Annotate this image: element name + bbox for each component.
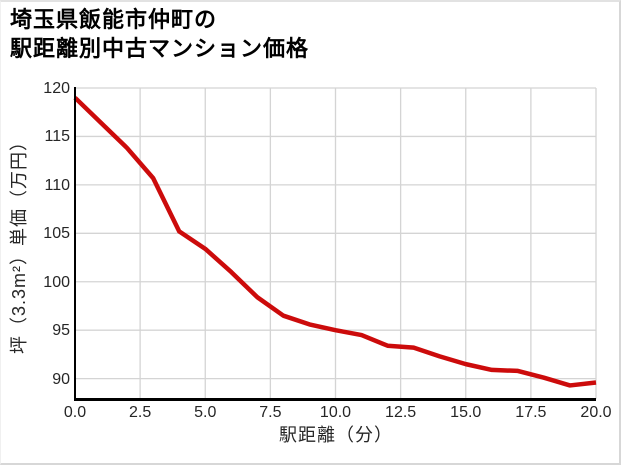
gridlines <box>74 87 597 399</box>
axis-spines <box>74 87 596 401</box>
x-axis-label: 駅距離（分） <box>279 425 393 445</box>
x-tick-label: 10.0 <box>319 404 352 421</box>
price-line <box>73 96 597 388</box>
x-tick-label: 17.5 <box>515 404 547 421</box>
price-line-series <box>73 96 597 388</box>
x-tick-label: 20.0 <box>580 404 612 421</box>
x-tick-label: 15.0 <box>450 404 482 421</box>
x-tick-label: 12.5 <box>385 404 417 421</box>
y-tick-label: 110 <box>44 176 70 194</box>
chart-title: 埼玉県飯能市仲町の 駅距離別中古マンション価格 <box>10 5 309 63</box>
x-tick-label: 7.5 <box>259 404 282 421</box>
x-tick-label: 5.0 <box>194 404 217 421</box>
y-tick-label: 90 <box>52 370 70 388</box>
y-axis-label: 坪（3.3m²）単価（万円） <box>9 131 29 355</box>
x-tick-label: 2.5 <box>129 404 152 421</box>
chart-title-line-2: 駅距離別中古マンション価格 <box>10 36 310 61</box>
chart-title-line-1: 埼玉県飯能市仲町の <box>10 7 218 32</box>
x-tick-label: 0.0 <box>63 404 87 421</box>
y-tick-label: 115 <box>44 128 70 146</box>
y-tick-label: 105 <box>43 225 70 243</box>
y-tick-label: 100 <box>43 273 70 291</box>
y-tick-label: 120 <box>43 80 70 97</box>
y-tick-label: 95 <box>52 322 70 340</box>
